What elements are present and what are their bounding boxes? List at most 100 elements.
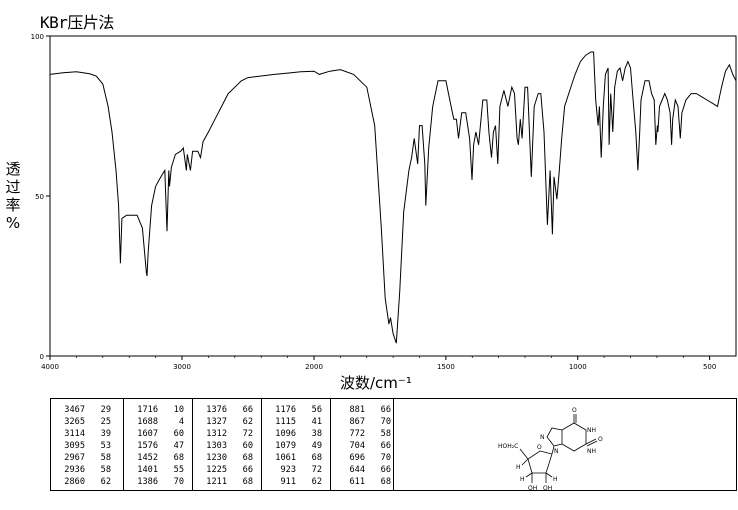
- peak-row: 1096 38: [266, 428, 328, 440]
- label-h-left-upper: H: [516, 464, 521, 471]
- peak-wavenumber: 1452: [137, 453, 158, 463]
- peak-wavenumber: 1230: [206, 453, 227, 463]
- peak-transmittance: 68: [380, 477, 391, 487]
- peak-wavenumber: 611: [349, 477, 365, 487]
- y-label-char: 过: [5, 178, 21, 196]
- x-tick-label: 3000: [173, 363, 191, 371]
- peak-transmittance: 58: [380, 429, 391, 439]
- peak-row: 1211 68: [197, 476, 259, 488]
- peak-row: 1176 56: [266, 404, 328, 416]
- label-hoh2c: HOH₂C: [498, 443, 518, 450]
- chart-title: KBr压片法: [40, 13, 114, 32]
- y-label-char: 率: [5, 196, 21, 214]
- peak-row: 1312 72: [197, 428, 259, 440]
- peak-wavenumber: 696: [349, 453, 365, 463]
- peak-wavenumber: 1312: [206, 429, 227, 439]
- label-ring-o: O: [537, 444, 542, 451]
- peak-column: 881 66 867 70 772 58 704 66 696 70 644 66 611 68: [331, 399, 395, 490]
- peak-wavenumber: 1096: [275, 429, 296, 439]
- label-oh-left: OH: [528, 485, 537, 492]
- structure-drawing: O O NH NH N N HOH₂C O H H H OH OH: [498, 407, 603, 492]
- x-axis-label: 波数/cm⁻¹: [340, 374, 412, 392]
- peak-row: 3114 39: [55, 428, 121, 440]
- peak-transmittance: 68: [242, 453, 253, 463]
- peak-wavenumber: 1211: [206, 477, 227, 487]
- peak-row: 1115 41: [266, 416, 328, 428]
- peak-transmittance: 47: [173, 441, 184, 451]
- x-tick-label: 1500: [437, 363, 455, 371]
- peak-transmittance: 72: [242, 429, 253, 439]
- ir-spectrum-plot: 0 50 100 4000 3000 2000 1500 1000 500: [31, 33, 737, 371]
- peak-column: 1716 10 1688 4 1607 60 1576 47 1452 68 1401 55 1386 7…: [124, 399, 193, 490]
- label-nh-lower: NH: [587, 448, 596, 455]
- peak-wavenumber: 1225: [206, 465, 227, 475]
- peak-transmittance: 62: [242, 417, 253, 427]
- peak-wavenumber: 2967: [64, 453, 85, 463]
- peak-wavenumber: 1303: [206, 441, 227, 451]
- label-h-left-lower: H: [520, 476, 525, 483]
- peak-transmittance: 53: [100, 441, 111, 451]
- peak-row: 3095 53: [55, 440, 121, 452]
- peak-wavenumber: 3114: [64, 429, 85, 439]
- peak-row: 1452 68: [128, 452, 190, 464]
- peak-row: 1079 49: [266, 440, 328, 452]
- peak-transmittance: 38: [311, 429, 322, 439]
- label-n-ring: N: [540, 434, 545, 441]
- y-label-char: 透: [5, 160, 21, 178]
- label-o-right: O: [598, 436, 603, 443]
- peak-transmittance: 58: [100, 465, 111, 475]
- peak-row: 644 66: [335, 464, 393, 476]
- y-tick-label: 0: [40, 353, 44, 361]
- x-axis: 4000 3000 2000 1500 1000 500: [41, 356, 716, 371]
- peak-wavenumber: 911: [280, 477, 296, 487]
- peak-row: 3467 29: [55, 404, 121, 416]
- peak-column: 3467 29 3265 25 3114 39 3095 53 2967 58 2936 58 2860…: [51, 399, 124, 490]
- peak-wavenumber: 923: [280, 465, 296, 475]
- peak-row: 1230 68: [197, 452, 259, 464]
- peak-row: 2936 58: [55, 464, 121, 476]
- peak-transmittance: 66: [380, 441, 391, 451]
- peak-wavenumber: 772: [349, 429, 365, 439]
- peak-row: 2967 58: [55, 452, 121, 464]
- peak-wavenumber: 3265: [64, 417, 85, 427]
- peak-row: 696 70: [335, 452, 393, 464]
- peak-row: 1576 47: [128, 440, 190, 452]
- peak-transmittance: 25: [100, 417, 111, 427]
- peak-transmittance: 66: [380, 405, 391, 415]
- peak-row: 1401 55: [128, 464, 190, 476]
- peak-wavenumber: 3467: [64, 405, 85, 415]
- peak-row: 1386 70: [128, 476, 190, 488]
- peak-wavenumber: 1176: [275, 405, 296, 415]
- peak-wavenumber: 704: [349, 441, 365, 451]
- peak-transmittance: 56: [311, 405, 322, 415]
- peak-wavenumber: 1079: [275, 441, 296, 451]
- y-tick-label: 50: [35, 193, 44, 201]
- label-oh-right: OH: [543, 485, 552, 492]
- peak-row: 867 70: [335, 416, 393, 428]
- peak-row: 1061 68: [266, 452, 328, 464]
- peak-transmittance: 55: [173, 465, 184, 475]
- peak-row: 1225 66: [197, 464, 259, 476]
- peak-wavenumber: 3095: [64, 441, 85, 451]
- peak-row: 772 58: [335, 428, 393, 440]
- peak-transmittance: 72: [311, 465, 322, 475]
- peak-transmittance: 4: [178, 417, 184, 427]
- x-tick-label: 500: [703, 363, 716, 371]
- peak-transmittance: 39: [100, 429, 111, 439]
- label-h-right-lower: H: [553, 476, 558, 483]
- peak-table: 3467 29 3265 25 3114 39 3095 53 2967 58 2936 58 2860…: [50, 398, 394, 491]
- peak-row: 1688 4: [128, 416, 190, 428]
- peak-wavenumber: 1061: [275, 453, 296, 463]
- peak-row: 2860 62: [55, 476, 121, 488]
- peak-wavenumber: 2936: [64, 465, 85, 475]
- peak-transmittance: 66: [242, 465, 253, 475]
- x-tick-label: 1000: [569, 363, 587, 371]
- peak-row: 881 66: [335, 404, 393, 416]
- peak-wavenumber: 867: [349, 417, 365, 427]
- peak-wavenumber: 1576: [137, 441, 158, 451]
- peak-transmittance: 60: [242, 441, 253, 451]
- peak-column: 1376 66 1327 62 1312 72 1303 60 1230 68 1225 66 1211…: [193, 399, 262, 490]
- label-nh-upper: NH: [587, 427, 596, 434]
- peak-wavenumber: 2860: [64, 477, 85, 487]
- peak-wavenumber: 881: [349, 405, 365, 415]
